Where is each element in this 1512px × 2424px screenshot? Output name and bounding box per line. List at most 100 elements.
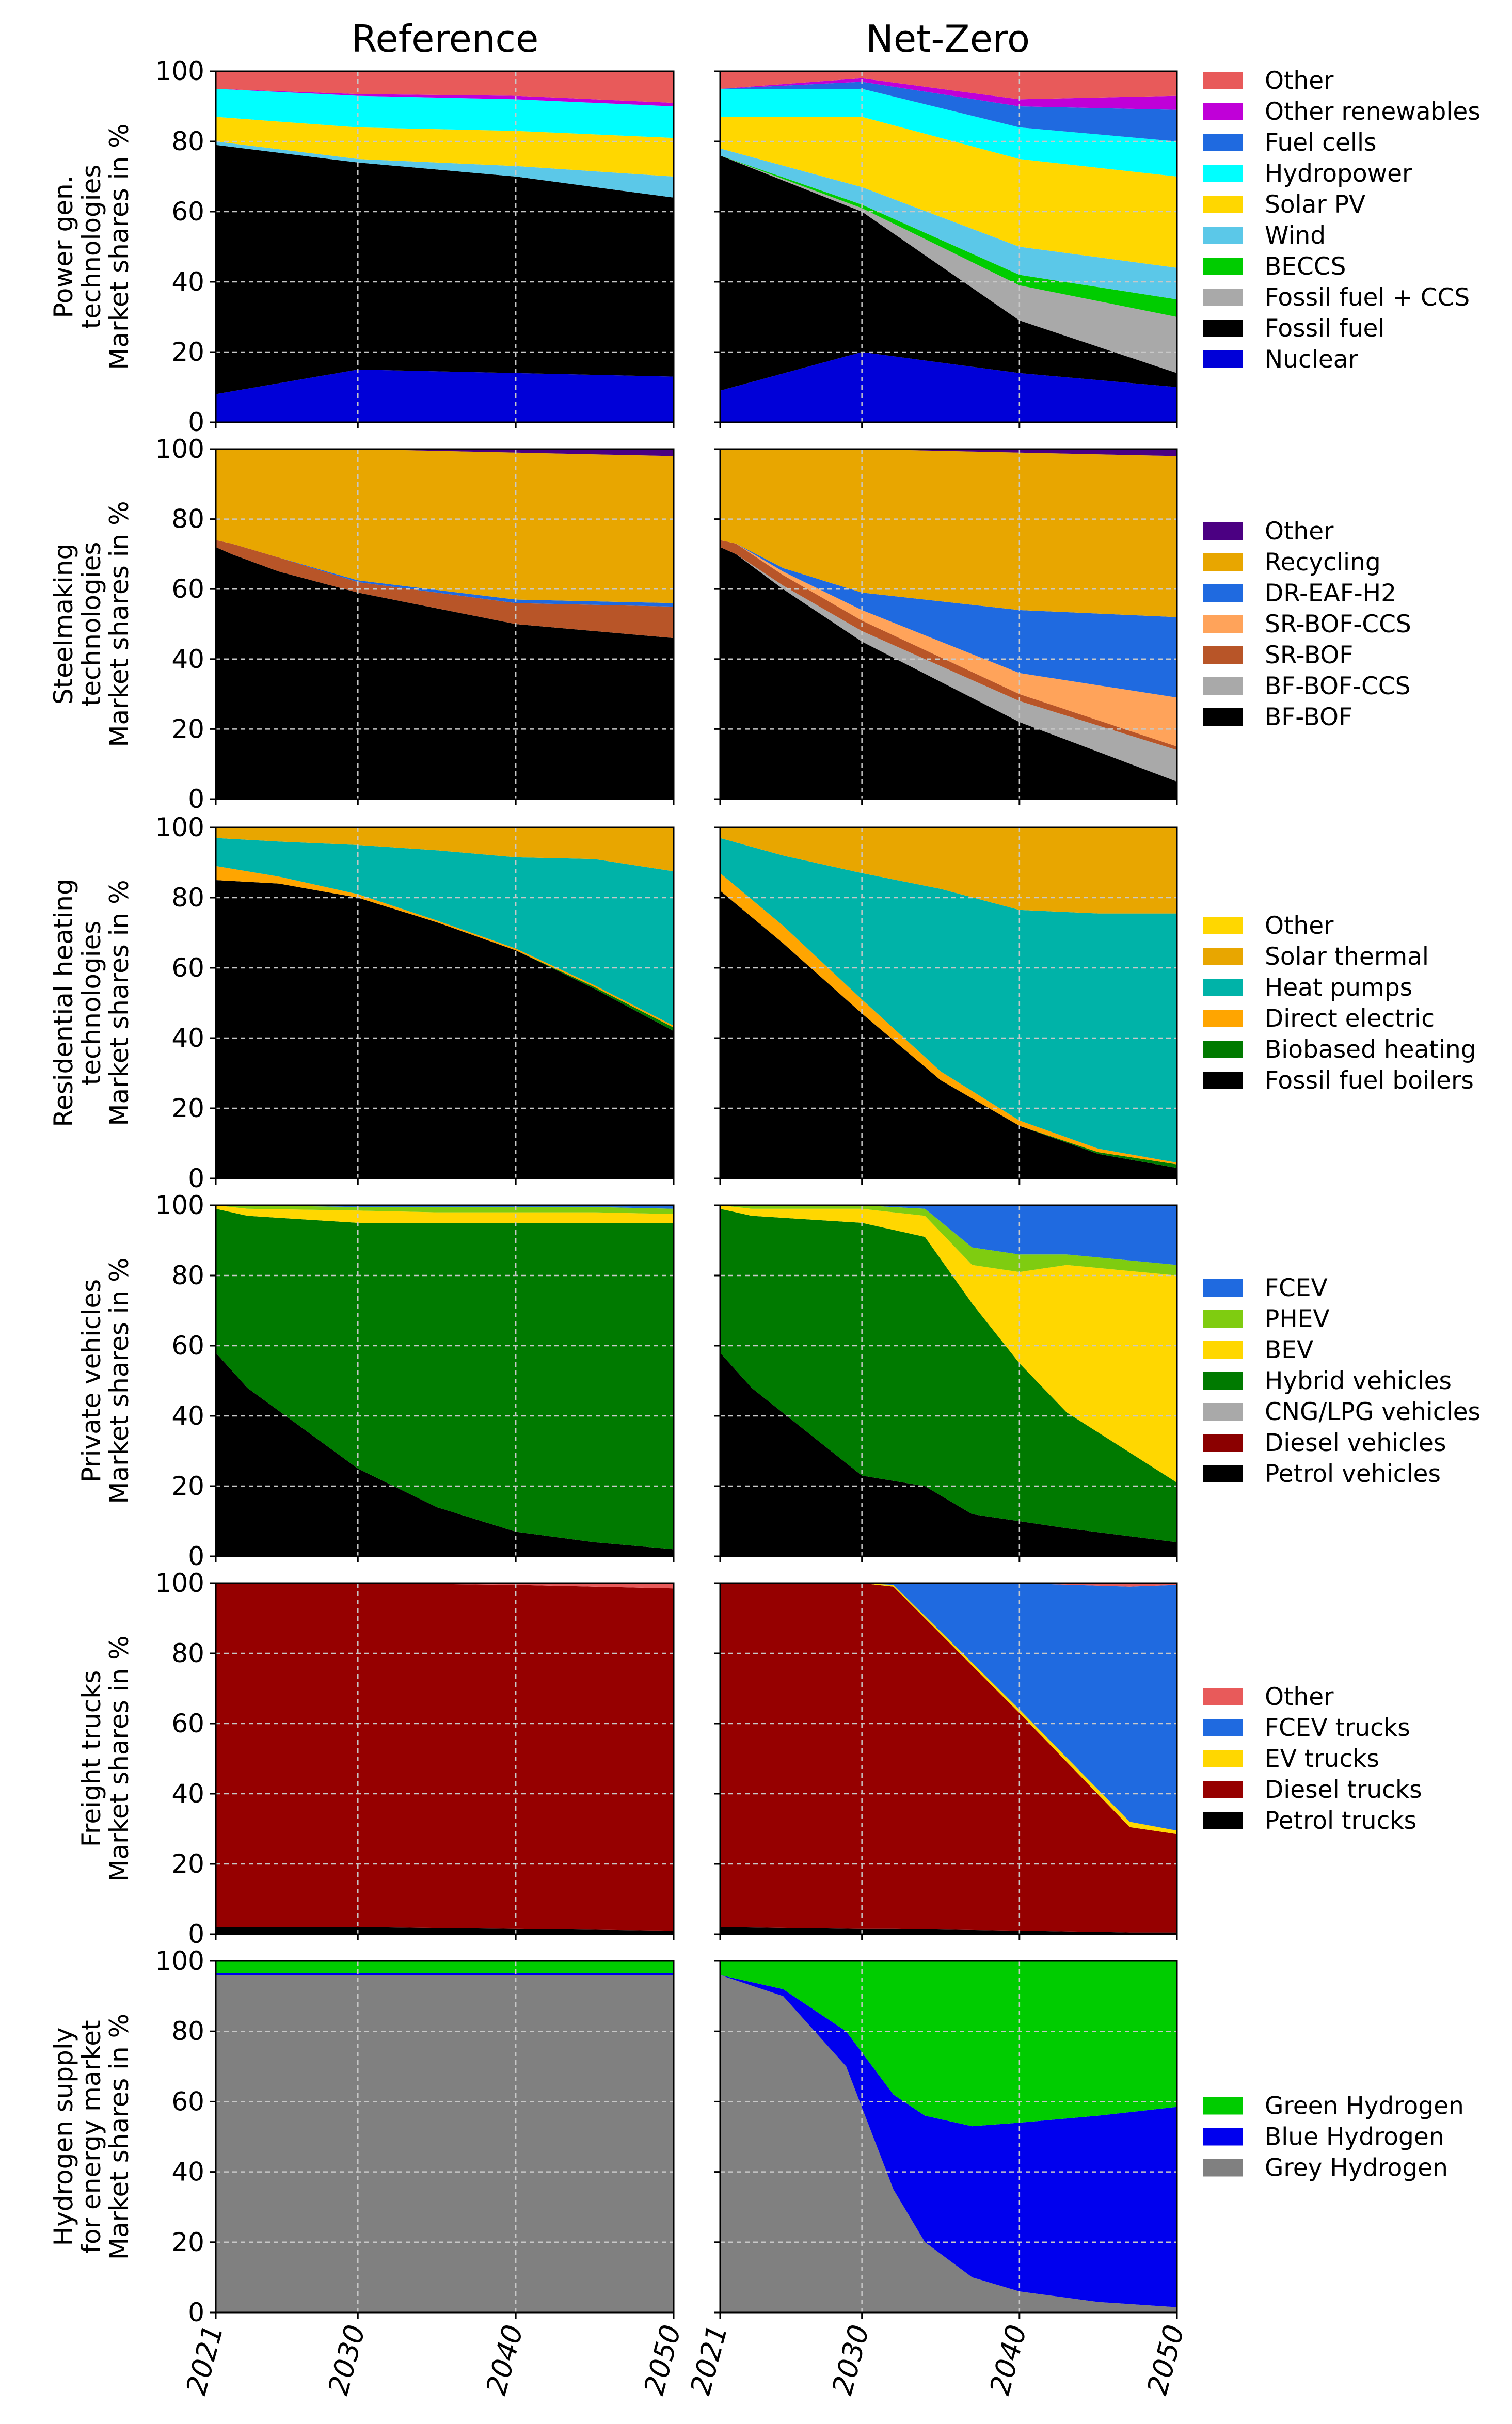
ylabel-line-2: technologies <box>76 542 106 707</box>
ylabel-line-1: Steelmaking <box>49 544 78 705</box>
legend-power-gen-technologies: Other Other renewables Fuel cells Hydropowe… <box>1203 67 1481 374</box>
ytick-label-20: 20 <box>171 1849 204 1879</box>
ytick-label-20: 20 <box>171 1471 204 1501</box>
area-phev-private-vehicles-net-zero <box>720 1205 1177 1275</box>
legend-label: SR-BOF <box>1265 641 1353 669</box>
panel-private-vehicles-reference: 0 20 40 60 80 100 <box>155 1190 675 1571</box>
area-green-hydrogen-hydrogen-supply-for-energy-market-net-zero <box>720 1961 1177 2127</box>
legend-item-other: Other <box>1203 517 1334 546</box>
xtick-label-2030: 2030 <box>322 2321 371 2398</box>
area-other-steelmaking-technologies-reference <box>216 449 674 456</box>
ylabel-line-2: technologies <box>76 921 106 1086</box>
chart-row-residential-heating-technologies: 0 20 40 60 80 100 Residential heatingtechnolog… <box>49 812 1476 1193</box>
legend-label: Direct electric <box>1265 1004 1435 1033</box>
ylabel-line-2: technologies <box>76 165 106 329</box>
axes-frame-power-gen-technologies-reference <box>215 70 675 423</box>
legend-item-ev-trucks: EV trucks <box>1203 1745 1379 1773</box>
ylabel-line-2: Market shares in % <box>104 1257 134 1504</box>
legend-swatch <box>1203 1372 1243 1390</box>
area-other-renewables-power-gen-technologies-net-zero <box>720 78 1177 110</box>
ytick-label-80: 80 <box>171 504 204 534</box>
ytick-label-100: 100 <box>155 434 204 464</box>
ytick-label-60: 60 <box>171 574 204 604</box>
area-heat-pumps-residential-heating-technologies-reference <box>216 838 674 1026</box>
legend-item-diesel-trucks: Diesel trucks <box>1203 1776 1422 1804</box>
legend-label: Hydropower <box>1265 160 1412 188</box>
legend-item-diesel-vehicles: Diesel vehicles <box>1203 1429 1446 1457</box>
legend-label: BF-BOF-CCS <box>1265 672 1410 700</box>
legend-swatch <box>1203 677 1243 695</box>
ytick-label-100: 100 <box>155 1190 204 1220</box>
area-recycling-steelmaking-technologies-net-zero <box>720 449 1177 617</box>
legend-label: Diesel trucks <box>1265 1776 1422 1804</box>
legend-item-sr-bof-ccs: SR-BOF-CCS <box>1203 610 1411 639</box>
legend-label: EV trucks <box>1265 1745 1379 1773</box>
panel-steelmaking-technologies-net-zero <box>714 448 1178 805</box>
area-petrol-trucks-freight-trucks-reference <box>216 1927 674 1934</box>
ytick-label-60: 60 <box>171 1331 204 1361</box>
area-fossil-fuel-boilers-residential-heating-technologies-reference <box>216 880 674 1178</box>
legend-item-fossil-fuel-boilers: Fossil fuel boilers <box>1203 1066 1474 1095</box>
legend-swatch <box>1203 1341 1243 1359</box>
legend-item-wind: Wind <box>1203 221 1326 250</box>
legend-item-heat-pumps: Heat pumps <box>1203 974 1412 1002</box>
panel-freight-trucks-reference: 0 20 40 60 80 100 <box>155 1568 675 1949</box>
ytick-label-60: 60 <box>171 2086 204 2116</box>
ylabel-line-1: Power gen. <box>49 175 78 318</box>
legend-label: Recycling <box>1265 548 1381 577</box>
ylabel-line-2: Market shares in % <box>104 1635 134 1881</box>
area-petrol-vehicles-private-vehicles-net-zero <box>720 1352 1177 1556</box>
legend-swatch <box>1203 1403 1243 1421</box>
area-petrol-trucks-freight-trucks-net-zero <box>720 1927 1177 1934</box>
ytick-label-20: 20 <box>171 714 204 744</box>
ytick-label-40: 40 <box>171 2157 204 2187</box>
area-hybrid-vehicles-private-vehicles-reference <box>216 1208 674 1550</box>
area-fossil-fuel-power-gen-technologies-reference <box>216 145 674 394</box>
legend-hydrogen-supply-for-energy-market: Green Hydrogen Blue Hydrogen Grey Hydrogen <box>1203 2092 1464 2182</box>
axes-frame-steelmaking-technologies-net-zero <box>719 448 1178 800</box>
area-other-freight-trucks-net-zero <box>720 1583 1177 1587</box>
legend-label: Grey Hydrogen <box>1265 2154 1448 2182</box>
legend-item-bf-bof: BF-BOF <box>1203 703 1352 731</box>
ylabel-line-2: for energy market <box>76 2020 106 2253</box>
legend-item-other: Other <box>1203 1683 1334 1711</box>
area-fcev-trucks-freight-trucks-net-zero <box>720 1583 1177 1831</box>
ylabel-line-3: Market shares in % <box>104 2014 134 2260</box>
ytick-label-0: 0 <box>188 1919 204 1949</box>
panel-steelmaking-technologies-reference: 0 20 40 60 80 100 <box>155 434 675 814</box>
area-dr-eaf-h2-steelmaking-technologies-net-zero <box>720 540 1177 698</box>
area-other-power-gen-technologies-net-zero <box>720 71 1177 100</box>
legend-swatch <box>1203 320 1243 337</box>
area-bev-private-vehicles-net-zero <box>720 1205 1177 1483</box>
legend-swatch <box>1203 1279 1243 1297</box>
legend-swatch <box>1203 134 1243 151</box>
xtick-label-2021: 2021 <box>180 2321 229 2398</box>
ytick-label-100: 100 <box>155 1568 204 1598</box>
area-other-power-gen-technologies-reference <box>216 71 674 103</box>
area-green-hydrogen-hydrogen-supply-for-energy-market-reference <box>216 1961 674 1973</box>
ytick-label-0: 0 <box>188 2298 204 2327</box>
xtick-label-2030: 2030 <box>826 2321 876 2398</box>
legend-swatch <box>1203 1750 1243 1767</box>
legend-item-solar-thermal: Solar thermal <box>1203 943 1429 971</box>
legend-label: CNG/LPG vehicles <box>1265 1398 1481 1426</box>
legend-label: SR-BOF-CCS <box>1265 610 1411 639</box>
legend-swatch <box>1203 553 1243 571</box>
legend-item-other: Other <box>1203 912 1334 940</box>
legend-label: BF-BOF <box>1265 703 1352 731</box>
legend-label: BECCS <box>1265 252 1346 281</box>
legend-label: Fossil fuel + CCS <box>1265 283 1470 312</box>
axes-frame-power-gen-technologies-net-zero <box>719 70 1178 423</box>
axes-frame-residential-heating-technologies-net-zero <box>719 826 1178 1179</box>
area-sr-bof-ccs-steelmaking-technologies-net-zero <box>720 540 1177 747</box>
ylabel-line-1: Private vehicles <box>76 1279 106 1482</box>
legend-item-fcev-trucks: FCEV trucks <box>1203 1714 1410 1742</box>
legend-swatch <box>1203 584 1243 602</box>
legend-label: Fossil fuel boilers <box>1265 1066 1474 1095</box>
legend-item-solar-pv: Solar PV <box>1203 190 1365 219</box>
ytick-label-40: 40 <box>171 1779 204 1809</box>
axes-frame-freight-trucks-net-zero <box>719 1582 1178 1935</box>
area-nuclear-power-gen-technologies-reference <box>216 370 674 422</box>
